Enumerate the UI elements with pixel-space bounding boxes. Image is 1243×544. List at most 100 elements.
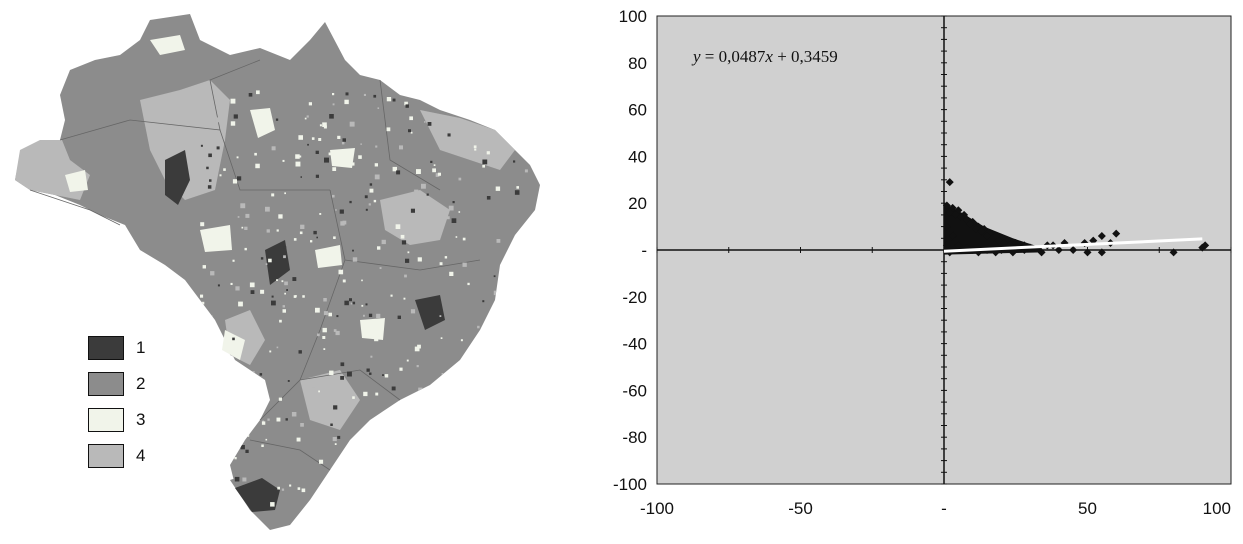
- legend-label-2: 2: [136, 374, 146, 393]
- map-speckle: [297, 487, 301, 490]
- scatter-point: [951, 210, 960, 219]
- map-speckle: [388, 482, 393, 487]
- map-speckle: [395, 224, 401, 229]
- map-speckle: [223, 168, 226, 171]
- map-speckle: [254, 152, 257, 156]
- map-speckle: [324, 157, 329, 163]
- map-speckle: [461, 455, 466, 460]
- map-speckle: [209, 315, 213, 318]
- map-speckle: [458, 211, 461, 213]
- y-tick-label: -100: [613, 475, 647, 494]
- map-speckle: [396, 170, 401, 175]
- legend-item-2: 2: [88, 366, 145, 402]
- map-speckle: [345, 92, 349, 96]
- map-speckle: [352, 301, 356, 305]
- map-patch-white-5: [315, 245, 342, 268]
- map-speckle: [462, 237, 466, 241]
- map-speckle: [347, 371, 352, 377]
- map-speckle: [451, 218, 457, 223]
- map-speckle: [235, 286, 240, 291]
- map-speckle: [465, 115, 467, 118]
- map-speckle: [368, 313, 373, 317]
- map-speckle: [258, 390, 261, 392]
- map-speckle: [420, 198, 423, 201]
- map-speckle: [439, 262, 443, 266]
- map-speckle: [527, 454, 531, 459]
- map-speckle: [262, 111, 267, 117]
- map-speckle: [508, 380, 513, 385]
- map-speckle: [486, 151, 490, 155]
- map-speckle: [517, 410, 521, 414]
- map-panel: 1 2 3 4: [0, 0, 560, 539]
- map-speckle: [404, 455, 410, 460]
- map-speckle: [486, 196, 491, 200]
- map-speckle: [436, 418, 442, 423]
- map-speckle: [335, 330, 340, 336]
- y-tick-label: -20: [622, 288, 647, 307]
- map-speckle: [265, 206, 270, 212]
- map-speckle: [241, 415, 245, 419]
- map-speckle: [508, 119, 511, 123]
- map-speckle: [241, 226, 244, 229]
- axis-minor-ticks: [656, 15, 1232, 485]
- map-speckle: [470, 414, 475, 419]
- map-speckle: [493, 275, 496, 278]
- map-speckle: [439, 438, 445, 444]
- map-speckle: [501, 109, 506, 114]
- map-speckle: [336, 315, 339, 318]
- map-speckle: [329, 114, 334, 119]
- map-speckle: [318, 138, 322, 141]
- map-speckle: [516, 391, 520, 395]
- map-speckle: [283, 246, 287, 249]
- map-patch-dark-south: [235, 478, 280, 512]
- map-speckle: [418, 484, 421, 487]
- map-speckle: [323, 311, 328, 316]
- map-speckle: [426, 193, 429, 196]
- y-axis-ticks: 100 80 60 40 20 - -20 -40 -60 -80 -100: [613, 7, 647, 494]
- map-speckle: [444, 256, 448, 259]
- map-speckle: [508, 392, 511, 396]
- map-patch-white-6: [360, 318, 385, 340]
- map-speckle: [532, 360, 536, 364]
- map-speckle: [317, 333, 320, 337]
- map-speckle: [304, 117, 307, 120]
- map-speckle: [438, 411, 441, 414]
- map-speckle: [364, 195, 368, 199]
- scatter-point: [994, 236, 1003, 245]
- map-speckle: [453, 474, 458, 479]
- map-speckle: [447, 133, 451, 137]
- map-patch-white-7: [222, 330, 245, 360]
- map-speckle: [504, 328, 506, 331]
- map-speckle: [279, 319, 282, 323]
- map-speckle: [536, 387, 540, 391]
- scatter-point: [1097, 231, 1106, 240]
- map-speckle: [298, 350, 302, 354]
- map-speckle: [242, 423, 248, 428]
- map-speckle: [343, 470, 347, 475]
- map-speckle: [293, 238, 297, 241]
- map-speckle: [449, 498, 454, 502]
- map-speckle: [330, 422, 333, 425]
- map-speckle: [414, 346, 420, 352]
- map-speckle: [339, 209, 344, 214]
- map-speckle: [397, 315, 401, 319]
- map-speckle: [410, 208, 415, 213]
- map-speckle: [296, 437, 301, 442]
- map-speckle: [201, 301, 205, 305]
- map-speckle: [333, 236, 336, 239]
- legend-swatch-1: [88, 336, 124, 360]
- map-patch-white-2: [250, 108, 275, 138]
- map-speckle: [433, 399, 436, 402]
- map-speckle: [386, 127, 391, 132]
- map-speckle: [432, 168, 436, 173]
- map-speckle: [439, 315, 442, 317]
- map-speckle: [424, 121, 426, 123]
- map-speckle: [308, 102, 312, 106]
- map-speckle: [340, 376, 344, 380]
- map-speckle: [283, 255, 286, 259]
- legend-item-4: 4: [88, 438, 145, 474]
- x-tick-label: -50: [788, 499, 813, 518]
- x-tick-label: 100: [1203, 499, 1231, 518]
- y-tick-label: -60: [622, 381, 647, 400]
- map-speckle: [473, 145, 477, 149]
